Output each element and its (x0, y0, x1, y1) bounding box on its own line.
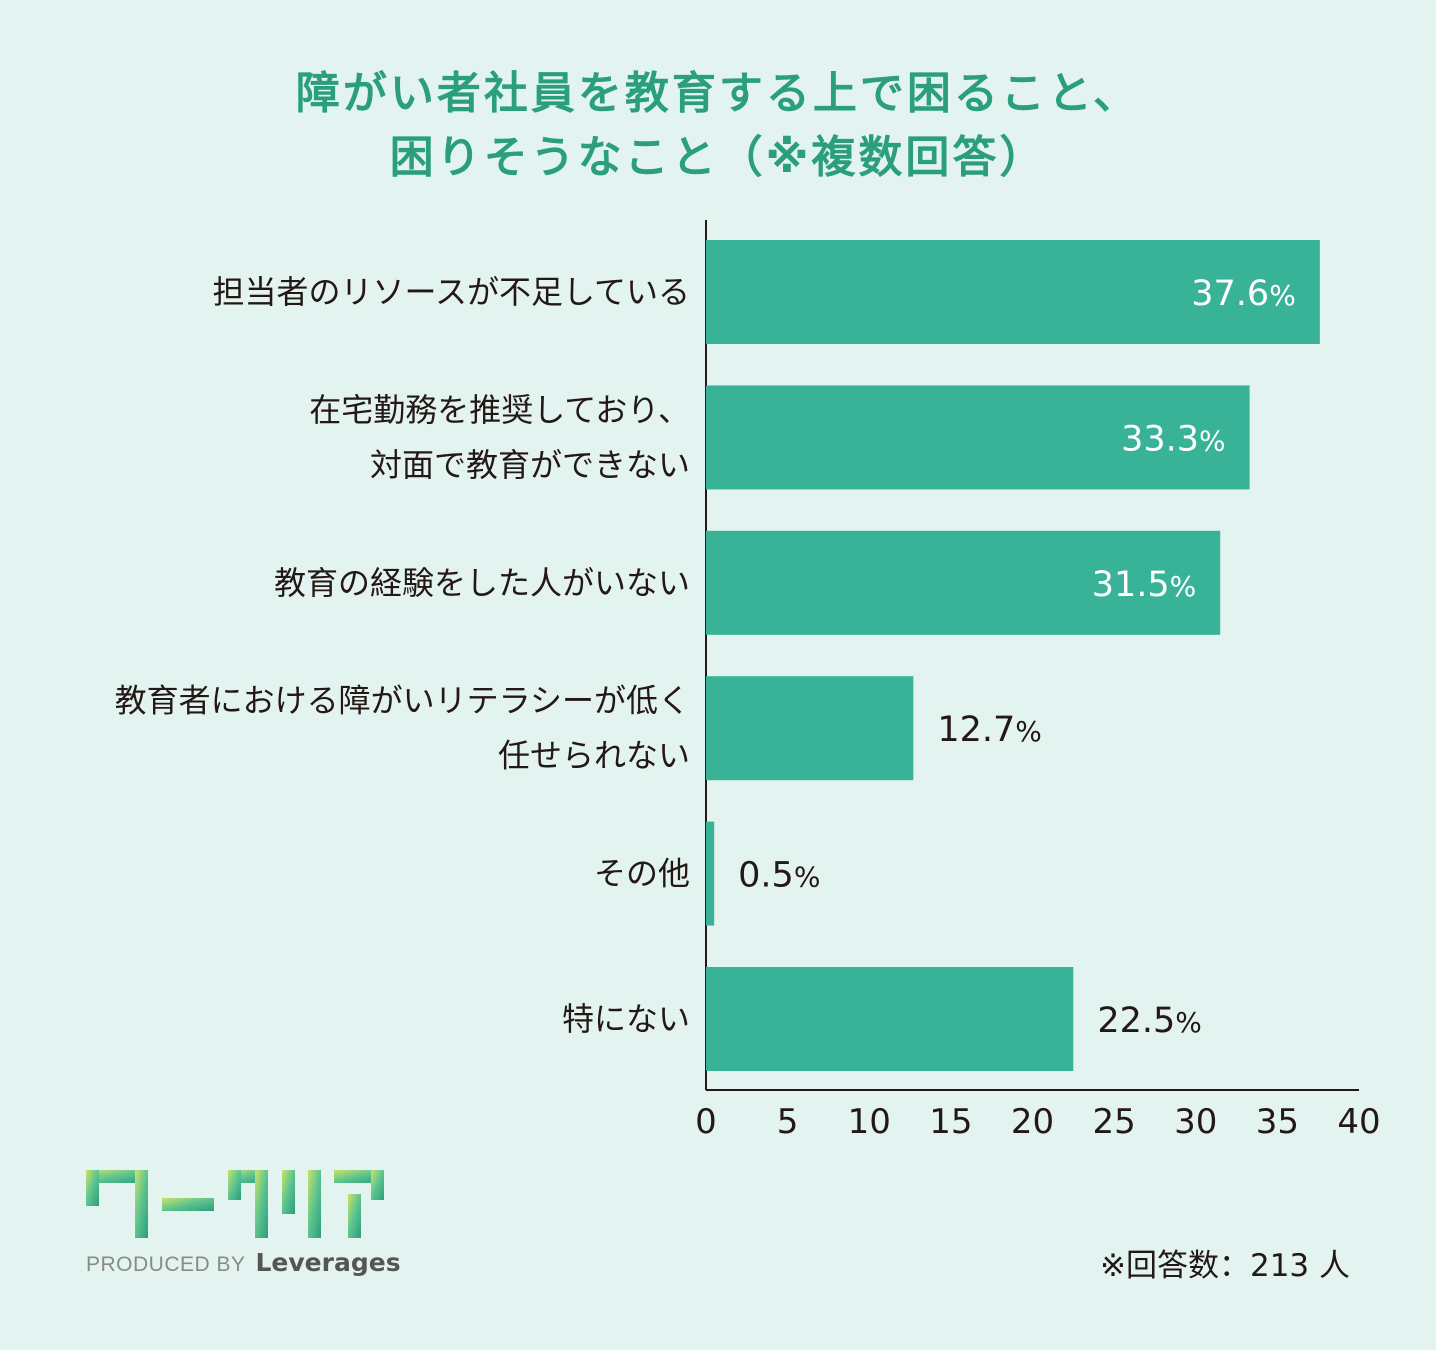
workclear-logo: PRODUCED BY Leverages (86, 1168, 401, 1278)
category-label: 在宅勤務を推奨しており、 (309, 391, 690, 429)
value-label: 22.5% (1097, 1001, 1202, 1041)
x-tick-label: 25 (1092, 1102, 1135, 1142)
bar (706, 240, 1320, 344)
bar (706, 676, 914, 781)
category-label: 対面で教育ができない (370, 446, 690, 484)
x-tick-label: 10 (848, 1102, 891, 1142)
x-tick-label: 5 (777, 1102, 799, 1142)
chart-title: 障がい者社員を教育する上で困ること、 困りそうなこと（※複数回答） (0, 62, 1436, 190)
category-label: 教育者における障がいリテラシーが低く (115, 682, 690, 720)
value-label: 0.5% (738, 856, 820, 896)
category-label: 担当者のリソースが不足している (213, 273, 690, 311)
x-tick-label: 0 (695, 1102, 717, 1142)
produced-by-text: PRODUCED BY (86, 1253, 246, 1276)
x-tick-label: 20 (1011, 1102, 1054, 1142)
x-tick-label: 40 (1337, 1102, 1380, 1142)
bar (706, 967, 1074, 1071)
value-label: 12.7% (937, 710, 1042, 750)
title-line-2: 困りそうなこと（※複数回答） (389, 132, 1047, 183)
title-line-1: 障がい者社員を教育する上で困ること、 (295, 68, 1141, 119)
bar (706, 821, 715, 926)
x-tick-label: 35 (1256, 1102, 1299, 1142)
value-label: 33.3% (1121, 419, 1226, 459)
logo-tagline: PRODUCED BY Leverages (86, 1248, 401, 1277)
category-label: 特にない (562, 1000, 690, 1038)
respondent-count: ※回答数：213 人 (1100, 1248, 1350, 1284)
category-label: 任せられない (498, 737, 690, 775)
bar-chart: 0 5 10 15 20 25 30 35 40 担当者のリソースが不足している 37.6% 在宅勤務… (115, 220, 1381, 1142)
bar (706, 530, 1221, 635)
leverages-brand: Leverages (255, 1248, 401, 1277)
bar (706, 385, 1250, 490)
workclear-logo-mark (86, 1170, 384, 1238)
x-tick-label: 30 (1174, 1102, 1217, 1142)
category-label: その他 (594, 855, 690, 893)
category-label: 教育の経験をした人がいない (274, 564, 690, 602)
value-label: 31.5% (1092, 565, 1197, 605)
value-label: 37.6% (1191, 274, 1296, 314)
x-tick-label: 15 (929, 1102, 972, 1142)
